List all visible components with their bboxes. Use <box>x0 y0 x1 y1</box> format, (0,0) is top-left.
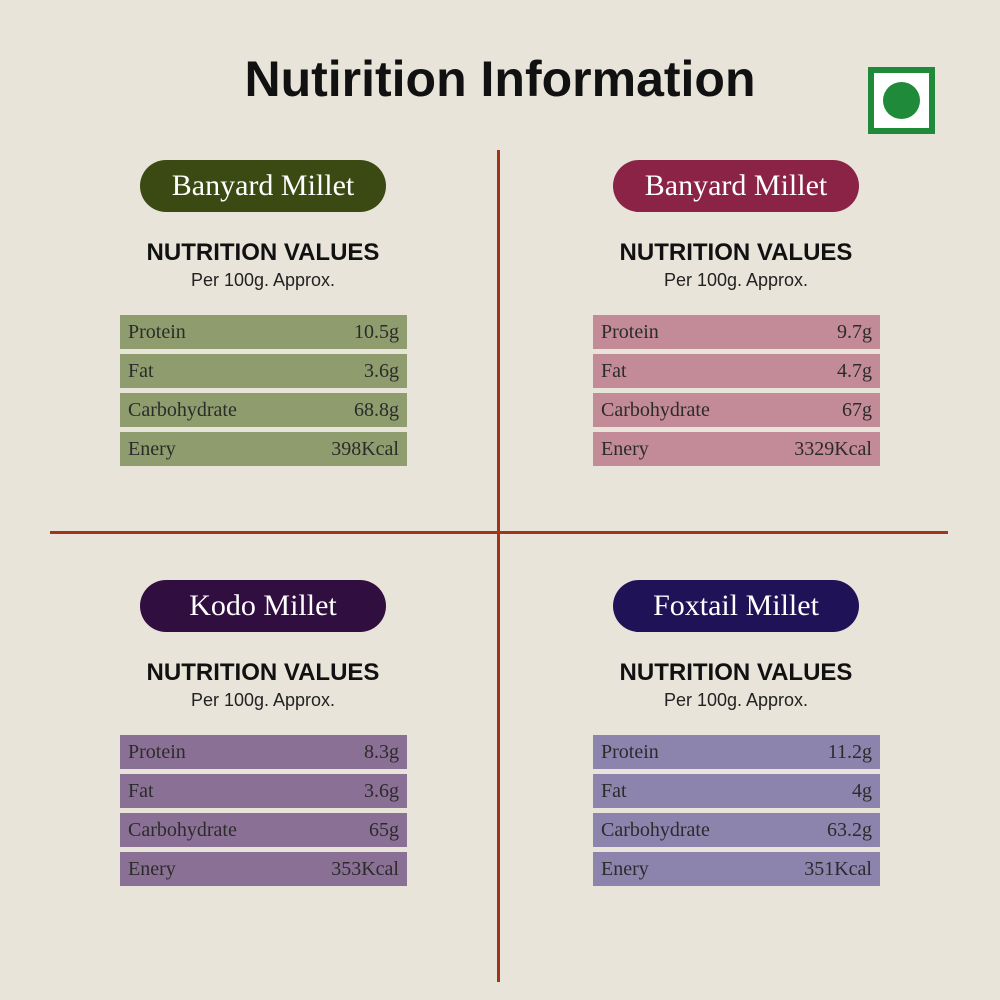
nutrient-value: 3329Kcal <box>794 438 872 460</box>
veg-icon <box>868 67 935 134</box>
nutrient-name: Enery <box>601 438 649 460</box>
panel-subheading: Per 100g. Approx. <box>663 690 809 710</box>
nutrient-value: 398Kcal <box>331 438 399 460</box>
nutrient-name: Fat <box>601 360 627 382</box>
nutrition-row: Protein 9.7g <box>593 315 880 349</box>
nutrient-value: 3.6g <box>364 780 399 802</box>
nutrient-value: 11.2g <box>827 741 872 763</box>
nutrient-value: 10.5g <box>354 321 399 343</box>
nutrient-value: 8.3g <box>364 741 399 763</box>
nutrient-name: Fat <box>128 360 154 382</box>
nutrient-name: Protein <box>601 741 659 763</box>
nutrient-value: 63.2g <box>827 819 872 841</box>
panel-title: Banyard Millet <box>613 160 859 212</box>
nutrition-row: Fat 3.6g <box>120 354 407 388</box>
nutrient-name: Enery <box>601 858 649 880</box>
nutrition-row: Enery 3329Kcal <box>593 432 880 466</box>
nutrition-row: Protein 11.2g <box>593 735 880 769</box>
nutrition-row: Fat 4g <box>593 774 880 808</box>
nutrient-value: 9.7g <box>837 321 872 343</box>
panel-heading: NUTRITION VALUES <box>619 239 853 266</box>
nutrition-row: Protein 8.3g <box>120 735 407 769</box>
title: Nutirition Information <box>244 51 756 107</box>
nutrient-value: 351Kcal <box>804 858 872 880</box>
nutrition-row: Protein 10.5g <box>120 315 407 349</box>
nutrient-value: 65g <box>369 819 399 841</box>
nutrition-row: Enery 353Kcal <box>120 852 407 886</box>
panel-subheading: Per 100g. Approx. <box>190 690 336 710</box>
nutrient-name: Carbohydrate <box>128 819 237 841</box>
panel-title: Banyard Millet <box>140 160 386 212</box>
nutrition-row: Carbohydrate 67g <box>593 393 880 427</box>
panel-subheading: Per 100g. Approx. <box>190 270 336 290</box>
nutrition-row: Carbohydrate 63.2g <box>593 813 880 847</box>
nutrient-name: Protein <box>128 321 186 343</box>
nutrient-name: Carbohydrate <box>128 399 237 421</box>
divider <box>497 150 500 982</box>
nutrition-row: Fat 3.6g <box>120 774 407 808</box>
panel-title: Foxtail Millet <box>613 580 859 632</box>
nutrient-name: Fat <box>128 780 154 802</box>
nutrient-value: 4.7g <box>837 360 872 382</box>
nutrition-row: Enery 351Kcal <box>593 852 880 886</box>
panel-heading: NUTRITION VALUES <box>146 239 380 266</box>
nutrient-name: Carbohydrate <box>601 819 710 841</box>
panel-heading: NUTRITION VALUES <box>619 659 853 686</box>
panel-title: Kodo Millet <box>140 580 386 632</box>
nutrient-name: Fat <box>601 780 627 802</box>
nutrient-name: Enery <box>128 858 176 880</box>
nutrient-name: Carbohydrate <box>601 399 710 421</box>
nutrient-name: Enery <box>128 438 176 460</box>
divider <box>50 531 948 534</box>
nutrition-row: Enery 398Kcal <box>120 432 407 466</box>
nutrient-value: 4g <box>852 780 872 802</box>
nutrition-row: Fat 4.7g <box>593 354 880 388</box>
nutrient-value: 67g <box>842 399 872 421</box>
nutrition-row: Carbohydrate 68.8g <box>120 393 407 427</box>
nutrient-name: Protein <box>601 321 659 343</box>
nutrient-value: 353Kcal <box>331 858 399 880</box>
nutrient-name: Protein <box>128 741 186 763</box>
nutrient-value: 3.6g <box>364 360 399 382</box>
panel-heading: NUTRITION VALUES <box>146 659 380 686</box>
panel-subheading: Per 100g. Approx. <box>663 270 809 290</box>
nutrient-value: 68.8g <box>354 399 399 421</box>
nutrition-row: Carbohydrate 65g <box>120 813 407 847</box>
